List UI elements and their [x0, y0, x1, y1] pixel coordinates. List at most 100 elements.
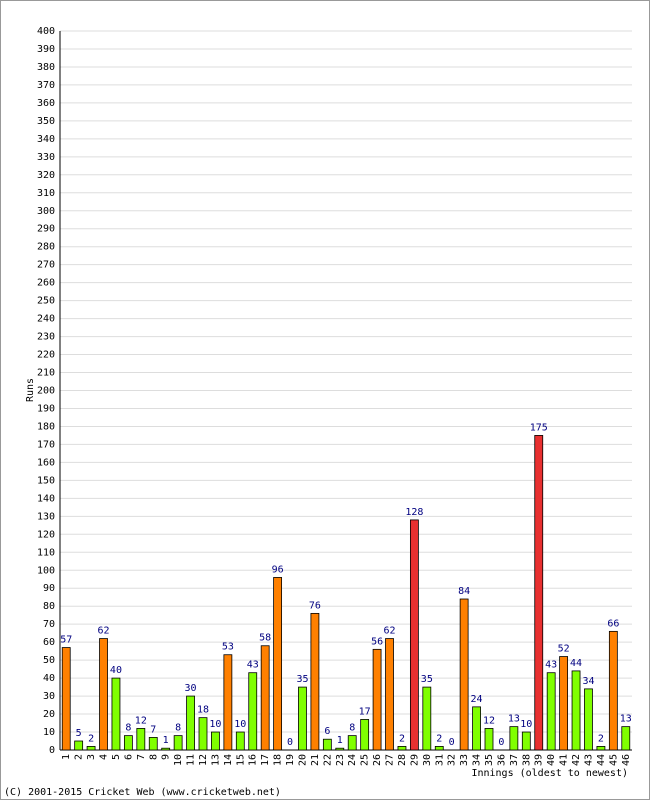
y-tick-label: 310: [37, 188, 55, 199]
value-label: 43: [247, 660, 259, 671]
y-tick-label: 320: [37, 170, 55, 181]
bar: [148, 737, 158, 751]
bar: [608, 630, 618, 751]
value-label: 30: [185, 683, 197, 694]
bar: [409, 519, 419, 751]
bar: [161, 747, 171, 751]
bar: [422, 686, 432, 751]
value-label: 1: [337, 735, 343, 746]
bar: [99, 638, 108, 751]
bar: [260, 645, 270, 751]
x-tick-label: 42: [571, 754, 582, 766]
bar: [86, 746, 96, 751]
y-axis-label: Runs: [25, 378, 36, 402]
value-label: 18: [197, 705, 209, 716]
value-label: 13: [620, 714, 632, 725]
bar: [74, 740, 84, 751]
y-tick-label: 110: [37, 547, 55, 558]
y-tick-label: 170: [37, 439, 55, 450]
x-tick-label: 20: [297, 754, 308, 766]
y-tick-label: 220: [37, 350, 55, 361]
x-tick-label: 28: [397, 754, 408, 766]
value-label: 10: [234, 719, 246, 730]
value-label: 35: [296, 674, 308, 685]
bar: [235, 731, 245, 751]
y-tick-label: 340: [37, 134, 55, 145]
bar: [509, 726, 519, 751]
value-label: 0: [498, 737, 504, 748]
bar: [472, 706, 481, 751]
x-tick-label: 17: [260, 754, 271, 766]
value-label: 24: [471, 694, 483, 705]
bar: [273, 577, 283, 751]
y-tick-label: 130: [37, 511, 55, 522]
value-label: 8: [125, 723, 131, 734]
value-label: 57: [60, 635, 72, 646]
y-tick-label: 260: [37, 278, 55, 289]
value-label: 1: [163, 735, 169, 746]
value-label: 2: [598, 733, 604, 744]
bar: [123, 735, 133, 751]
x-tick-label: 39: [534, 754, 545, 766]
value-label: 2: [88, 733, 94, 744]
x-tick-label: 43: [583, 754, 594, 766]
x-tick-label: 23: [335, 754, 346, 766]
y-tick-label: 210: [37, 368, 55, 379]
value-label: 128: [405, 507, 423, 518]
value-label: 7: [150, 724, 156, 735]
x-tick-label: 19: [285, 754, 296, 766]
x-tick-label: 31: [434, 754, 445, 766]
x-tick-label: 22: [322, 754, 333, 766]
x-tick-label: 30: [422, 754, 433, 766]
x-tick-label: 8: [148, 754, 159, 760]
value-label: 43: [545, 660, 557, 671]
value-label: 96: [272, 564, 284, 575]
y-tick-label: 350: [37, 116, 55, 127]
y-tick-label: 330: [37, 152, 55, 163]
bar: [584, 688, 593, 751]
value-label: 10: [520, 719, 532, 730]
value-label: 40: [110, 665, 122, 676]
y-tick-label: 190: [37, 403, 55, 414]
y-tick-label: 270: [37, 260, 55, 271]
bar: [298, 686, 307, 751]
y-tick-label: 90: [43, 583, 55, 594]
footer: (C) 2001-2015 Cricket Web (www.cricketwe…: [4, 787, 281, 798]
y-tick-label: 360: [37, 98, 55, 109]
value-label: 2: [436, 733, 442, 744]
value-label: 12: [135, 715, 147, 726]
value-label: 8: [349, 723, 355, 734]
x-tick-label: 21: [310, 754, 321, 766]
y-tick-label: 0: [49, 745, 55, 756]
value-label: 76: [309, 600, 321, 611]
y-tick-label: 390: [37, 44, 55, 55]
y-tick-label: 300: [37, 206, 55, 217]
y-tick-label: 70: [43, 619, 55, 630]
x-tick-label: 13: [210, 754, 221, 766]
y-tick-label: 10: [43, 727, 55, 738]
y-tick-label: 40: [43, 673, 55, 684]
y-tick-label: 100: [37, 565, 55, 576]
bar: [385, 638, 394, 751]
value-label: 62: [383, 626, 395, 637]
value-label: 62: [97, 626, 109, 637]
bar: [223, 654, 233, 751]
bar: [347, 735, 357, 751]
bar: [621, 726, 631, 751]
x-tick-label: 9: [161, 754, 172, 760]
y-tick-label: 200: [37, 386, 55, 397]
x-tick-label: 26: [372, 754, 383, 766]
value-label: 0: [287, 737, 293, 748]
y-tick-label: 380: [37, 62, 55, 73]
bar: [571, 670, 581, 751]
value-label: 175: [530, 422, 548, 433]
x-tick-label: 25: [360, 754, 371, 766]
x-tick-label: 34: [472, 754, 483, 766]
value-label: 84: [458, 586, 470, 597]
x-axis-label: Innings (oldest to newest): [471, 768, 628, 779]
x-tick-label: 24: [347, 754, 358, 766]
x-tick-label: 16: [248, 754, 259, 766]
value-label: 2: [399, 733, 405, 744]
x-tick-label: 45: [608, 754, 619, 766]
y-tick-label: 400: [37, 26, 55, 37]
